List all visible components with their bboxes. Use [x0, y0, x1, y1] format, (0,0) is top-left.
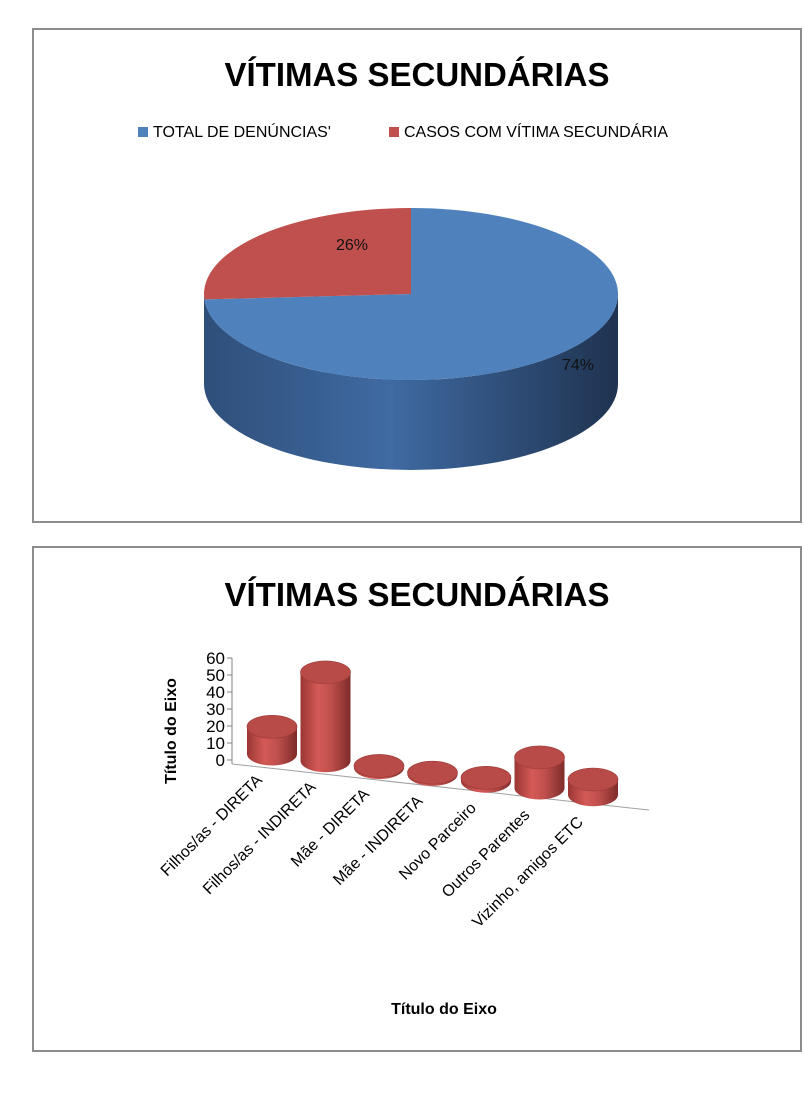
x-category-label: Vizinho, amigos ETC [469, 814, 586, 931]
bar [300, 660, 351, 773]
bar-chart-panel: VÍTIMAS SECUNDÁRIAS Título do Eixo Títul… [32, 546, 802, 1052]
pie-chart-panel: VÍTIMAS SECUNDÁRIAS TOTAL DE DENÚNCIAS' C… [32, 28, 802, 523]
y-tick-label: 20 [206, 717, 225, 736]
legend-swatch [389, 127, 399, 137]
y-tick-label: 50 [206, 666, 225, 685]
x-category-label: Filhos/as - DIRETA [158, 772, 266, 880]
pie-side-wall [204, 294, 618, 470]
pie-slice-label: 26% [336, 237, 368, 254]
bar [460, 766, 512, 793]
pie-chart: VÍTIMAS SECUNDÁRIAS TOTAL DE DENÚNCIAS' C… [138, 56, 668, 470]
y-tick-label: 0 [216, 751, 225, 770]
legend-swatch [138, 127, 148, 137]
pie-chart-title: VÍTIMAS SECUNDÁRIAS [224, 56, 609, 93]
bar [246, 715, 298, 766]
y-tick-label: 40 [206, 683, 225, 702]
bar [407, 760, 458, 786]
bar [567, 767, 619, 807]
bar [353, 754, 405, 780]
bar-body [246, 660, 619, 807]
bar-chart: VÍTIMAS SECUNDÁRIAS Título do Eixo Títul… [158, 576, 650, 1018]
y-tick-label: 60 [206, 649, 225, 668]
pie-body: 74% 26% [203, 208, 619, 470]
y-tick-label: 30 [206, 700, 225, 719]
pie-slice [203, 208, 411, 300]
pie-slice-label: 74% [562, 357, 594, 374]
y-axis-title: Título do Eixo [163, 678, 180, 784]
y-tick-label: 10 [206, 734, 225, 753]
legend-entry: CASOS COM VÍTIMA SECUNDÁRIA [404, 122, 668, 141]
x-category-label: Filhos/as - INDIRETA [200, 779, 320, 899]
bar [514, 745, 565, 800]
pie-legend: TOTAL DE DENÚNCIAS' CASOS COM VÍTIMA SECU… [138, 122, 668, 141]
legend-entry: TOTAL DE DENÚNCIAS' [153, 122, 331, 141]
x-axis-title: Título do Eixo [391, 1001, 497, 1018]
pie-slice [204, 208, 619, 381]
bar-chart-title: VÍTIMAS SECUNDÁRIAS [224, 576, 609, 613]
